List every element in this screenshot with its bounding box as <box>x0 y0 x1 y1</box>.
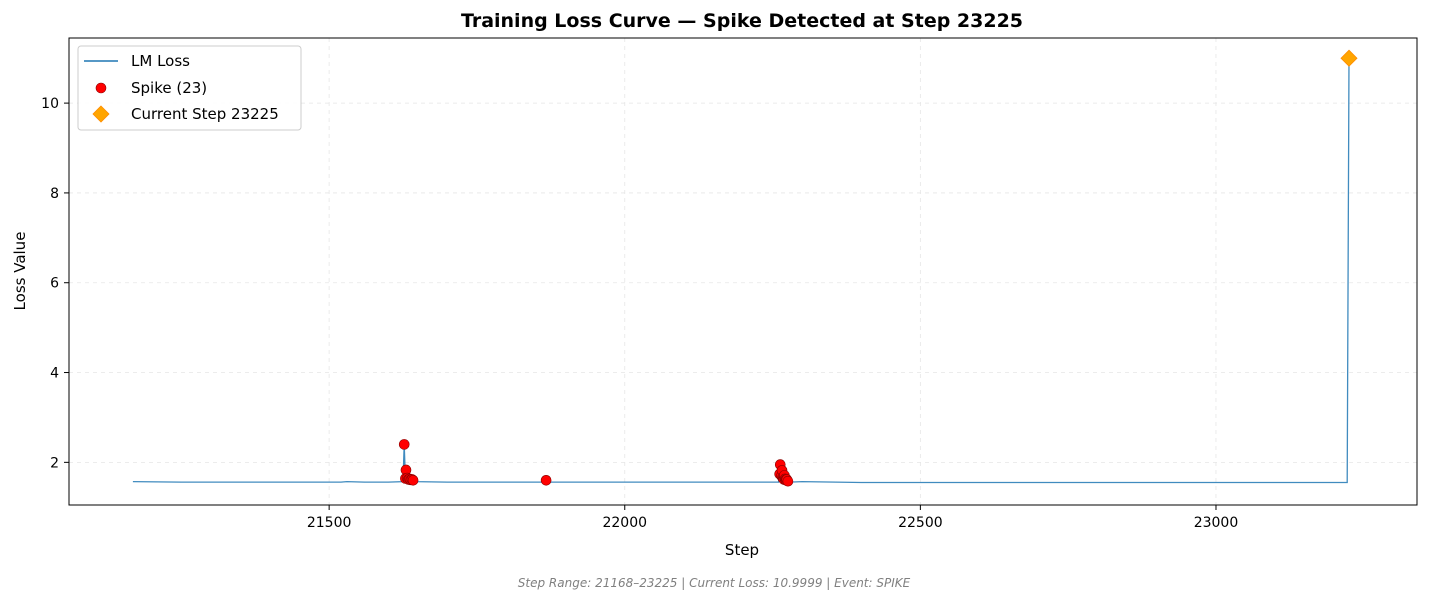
x-tick-label: 21500 <box>307 515 352 531</box>
y-axis-ticks: 2 4 6 8 10 <box>41 96 69 471</box>
x-tick-label: 22500 <box>898 515 943 531</box>
legend-spike-swatch <box>95 82 107 94</box>
current-step-marker <box>1340 49 1358 67</box>
spike-point <box>407 475 419 486</box>
x-axis-label: Step <box>725 541 759 559</box>
plot-frame <box>68 37 1418 506</box>
plot-area <box>132 58 1350 484</box>
y-tick-label: 8 <box>50 186 59 202</box>
data-markers <box>398 49 1358 487</box>
legend: LM Loss Spike (23) Current Step 23225 <box>77 45 302 131</box>
x-tick-label: 23000 <box>1194 515 1239 531</box>
legend-label-lm-loss: LM Loss <box>131 52 190 70</box>
legend-label-spike: Spike (23) <box>131 79 207 97</box>
y-axis-label: Loss Value <box>11 232 29 311</box>
footer-note: Step Range: 21168–23225 | Current Loss: … <box>518 576 911 590</box>
legend-label-current-step: Current Step 23225 <box>131 105 279 123</box>
legend-box <box>77 45 302 131</box>
y-tick-label: 2 <box>50 455 59 471</box>
y-tick-label: 4 <box>50 366 59 382</box>
loss-line <box>132 58 1350 484</box>
spike-point <box>540 475 552 486</box>
x-tick-label: 22000 <box>602 515 647 531</box>
spike-point <box>398 439 410 450</box>
x-axis-ticks: 21500 22000 22500 23000 <box>307 505 1238 531</box>
chart-title: Training Loss Curve — Spike Detected at … <box>461 10 1023 32</box>
y-tick-label: 10 <box>41 96 59 112</box>
legend-current-swatch <box>92 105 110 123</box>
spike-point <box>782 475 794 487</box>
y-tick-label: 6 <box>50 276 59 292</box>
